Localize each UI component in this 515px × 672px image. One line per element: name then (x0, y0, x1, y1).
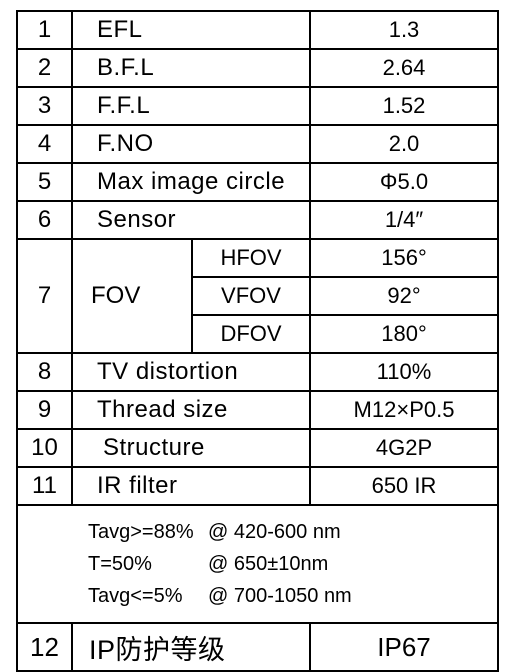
row-label: F.NO (73, 126, 311, 162)
fov-sub-label: HFOV (193, 240, 311, 276)
row-label: EFL (73, 12, 311, 48)
row-value: 650 IR (311, 468, 497, 504)
row-number: 2 (18, 50, 73, 86)
row-label: Thread size (73, 392, 311, 428)
note-left: T=50% (88, 548, 208, 580)
note-line: Tavg>=88% @ 420-600 nm (88, 516, 497, 548)
row-number: 5 (18, 164, 73, 200)
row-label: FOV (73, 240, 193, 352)
row-label: Sensor (73, 202, 311, 238)
table-row: 2 B.F.L 2.64 (18, 50, 497, 88)
table-row: 3 F.F.L 1.52 (18, 88, 497, 126)
row-value: Φ5.0 (311, 164, 497, 200)
row-number: 6 (18, 202, 73, 238)
row-value: 1/4″ (311, 202, 497, 238)
table-row: 4 F.NO 2.0 (18, 126, 497, 164)
table-row: 9 Thread size M12×P0.5 (18, 392, 497, 430)
row-label: F.F.L (73, 88, 311, 124)
row-value: 110% (311, 354, 497, 390)
table-row: 12 IP防护等级 IP67 (18, 624, 497, 670)
fov-row: DFOV 180° (193, 316, 497, 352)
table-row: 8 TV distortion 110% (18, 354, 497, 392)
row-value: 2.64 (311, 50, 497, 86)
note-left: Tavg<=5% (88, 580, 208, 612)
row-number: 1 (18, 12, 73, 48)
fov-sub-value: 156° (311, 240, 497, 276)
row-value: M12×P0.5 (311, 392, 497, 428)
transmission-notes: Tavg>=88% @ 420-600 nm T=50% @ 650±10nm … (18, 506, 497, 624)
fov-sub-label: DFOV (193, 316, 311, 352)
table-row: 5 Max image circle Φ5.0 (18, 164, 497, 202)
note-left: Tavg>=88% (88, 516, 208, 548)
row-label: IP防护等级 (73, 624, 311, 670)
row-number: 4 (18, 126, 73, 162)
fov-row: VFOV 92° (193, 278, 497, 316)
note-right: @ 650±10nm (208, 548, 328, 580)
row-number: 8 (18, 354, 73, 390)
fov-sub-value: 180° (311, 316, 497, 352)
row-value: IP67 (311, 624, 497, 670)
row-label: IR filter (73, 468, 311, 504)
table-row: 10 Structure 4G2P (18, 430, 497, 468)
row-label: Max image circle (73, 164, 311, 200)
spec-table: 1 EFL 1.3 2 B.F.L 2.64 3 F.F.L 1.52 4 F.… (16, 10, 499, 672)
fov-sub-value: 92° (311, 278, 497, 314)
row-label: TV distortion (73, 354, 311, 390)
note-line: T=50% @ 650±10nm (88, 548, 497, 580)
note-right: @ 420-600 nm (208, 516, 341, 548)
table-row: 6 Sensor 1/4″ (18, 202, 497, 240)
fov-subtable: HFOV 156° VFOV 92° DFOV 180° (193, 240, 497, 352)
table-row: 1 EFL 1.3 (18, 12, 497, 50)
fov-block: 7 FOV HFOV 156° VFOV 92° DFOV 180° (18, 240, 497, 354)
row-number: 7 (18, 240, 73, 352)
table-row: 11 IR filter 650 IR (18, 468, 497, 506)
row-value: 1.52 (311, 88, 497, 124)
row-number: 3 (18, 88, 73, 124)
row-label: B.F.L (73, 50, 311, 86)
row-label: Structure (73, 430, 311, 466)
fov-sub-label: VFOV (193, 278, 311, 314)
note-right: @ 700-1050 nm (208, 580, 352, 612)
row-number: 11 (18, 468, 73, 504)
row-number: 9 (18, 392, 73, 428)
note-line: Tavg<=5% @ 700-1050 nm (88, 580, 497, 612)
fov-row: HFOV 156° (193, 240, 497, 278)
row-value: 2.0 (311, 126, 497, 162)
row-value: 4G2P (311, 430, 497, 466)
row-number: 10 (18, 430, 73, 466)
row-value: 1.3 (311, 12, 497, 48)
row-number: 12 (18, 624, 73, 670)
